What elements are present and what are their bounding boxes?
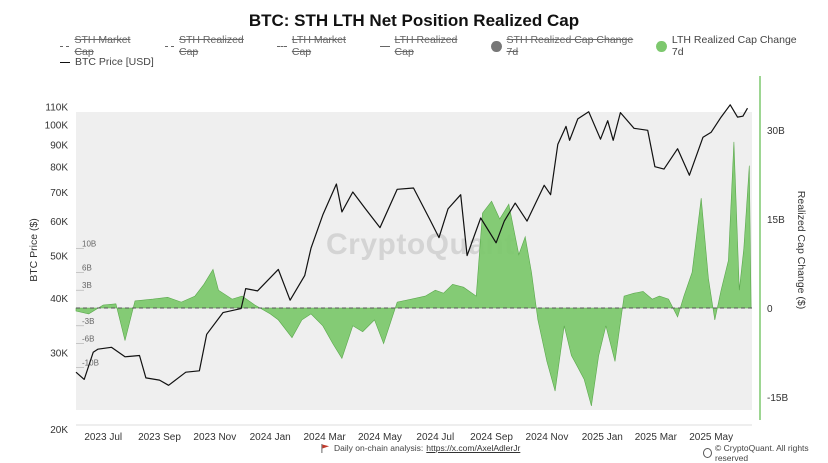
footer-note: Daily on-chain analysis: https://x.com/A… <box>321 443 520 453</box>
left-tick-label: 70K <box>50 188 68 199</box>
btc-price-line <box>75 104 749 386</box>
x-tick-label: 2025 Jan <box>582 432 623 443</box>
cryptoquant-logo-icon <box>703 448 712 458</box>
footer-link[interactable]: https://x.com/AxelAdlerJr <box>426 443 521 453</box>
legend-label: STH Realized Cap Change 7d <box>506 34 634 58</box>
left-tick-label: 90K <box>50 140 68 151</box>
left-tick-label: 100K <box>45 120 69 131</box>
inner-tick-group: 10B 6B 3B -3B -6B -10B <box>76 240 99 368</box>
x-tick-label: 2023 Jul <box>84 432 122 443</box>
right-tick-label: 15B <box>767 215 785 226</box>
dashed-line-icon <box>164 45 174 47</box>
left-tick-label: 110K <box>45 102 68 113</box>
legend-item-btc-price[interactable]: BTC Price [USD] <box>60 56 154 68</box>
right-tick-label: -15B <box>767 393 788 404</box>
legend-item-sth-realized-cap[interactable]: STH Realized Cap <box>164 34 262 58</box>
legend-label: STH Market Cap <box>74 34 131 58</box>
x-axis-ticks: 2023 Jul 2023 Sep 2023 Nov 2024 Jan 2024 Mar… <box>84 432 733 443</box>
legend-label: LTH Realized Cap <box>394 34 458 58</box>
left-axis-ticks: 20K 30K 40K 50K 60K 70K 80K 90K 100K 110K <box>45 102 69 436</box>
right-axis-title: Realized Cap Change ($) <box>795 191 807 309</box>
inner-tick-label: -10B <box>82 358 99 367</box>
dashed-line-icon <box>277 45 287 47</box>
left-tick-label: 80K <box>50 163 68 174</box>
solid-line-icon <box>60 61 70 63</box>
price-layer <box>75 104 749 386</box>
footer-credit-text: © CryptoQuant. All rights reserved <box>715 443 809 463</box>
right-tick-label: 30B <box>767 126 785 137</box>
right-tick-label: 0 <box>767 304 773 315</box>
legend-item-lth-market-cap[interactable]: LTH Market Cap <box>277 34 364 58</box>
x-tick-label: 2023 Nov <box>193 432 236 443</box>
inner-tick-label: -3B <box>82 317 94 326</box>
legend-label: LTH Market Cap <box>291 34 346 58</box>
legend-item-lth-realized-cap[interactable]: LTH Realized Cap <box>380 34 475 58</box>
left-tick-label: 20K <box>50 425 68 436</box>
x-tick-label: 2025 May <box>689 432 733 443</box>
left-tick-label: 50K <box>50 252 68 263</box>
chart-title: BTC: STH LTH Net Position Realized Cap <box>248 11 580 30</box>
flag-icon <box>321 443 330 453</box>
footer-credit: © CryptoQuant. All rights reserved <box>703 443 828 463</box>
legend-row-2: BTC Price [USD] <box>60 54 820 70</box>
x-tick-label: 2024 Jul <box>416 432 454 443</box>
x-tick-label: 2025 Mar <box>635 432 678 443</box>
left-axis-title: BTC Price ($) <box>28 218 40 282</box>
x-tick-label: 2024 Sep <box>470 432 513 443</box>
lth-realized-cap-change-area <box>75 141 752 406</box>
legend-item-lth-realized-cap-change[interactable]: LTH Realized Cap Change 7d <box>656 34 804 58</box>
dashed-line-icon <box>60 45 70 47</box>
left-tick-label: 60K <box>50 217 68 228</box>
inner-tick-label: 10B <box>82 240 96 249</box>
legend-row-1: STH Market Cap STH Realized Cap LTH Mark… <box>60 34 820 58</box>
inner-tick-label: 6B <box>82 263 92 272</box>
left-tick-label: 30K <box>50 348 68 359</box>
legend-item-sth-realized-cap-change[interactable]: STH Realized Cap Change 7d <box>491 34 640 58</box>
footer-note-text: Daily on-chain analysis: <box>334 443 424 453</box>
x-tick-label: 2024 Mar <box>303 432 346 443</box>
legend-label: LTH Realized Cap Change 7d <box>671 34 797 58</box>
solid-line-icon <box>380 45 390 47</box>
legend-label: BTC Price [USD] <box>75 56 154 68</box>
left-tick-label: 40K <box>50 294 68 305</box>
area-layer <box>75 141 752 406</box>
x-tick-label: 2024 Jan <box>250 432 291 443</box>
legend-item-sth-market-cap[interactable]: STH Market Cap <box>60 34 149 58</box>
circle-icon <box>491 40 502 52</box>
x-tick-label: 2023 Sep <box>138 432 181 443</box>
inner-tick-label: 3B <box>82 281 92 290</box>
plot-band <box>76 112 752 410</box>
inner-tick-label: -6B <box>82 335 94 344</box>
legend: STH Market Cap STH Realized Cap LTH Mark… <box>60 34 820 70</box>
legend-label: STH Realized Cap <box>179 34 244 58</box>
x-tick-label: 2024 May <box>358 432 402 443</box>
x-tick-label: 2024 Nov <box>526 432 569 443</box>
right-axis-ticks: -15B 0 15B 30B <box>767 126 788 404</box>
circle-icon <box>656 40 667 52</box>
